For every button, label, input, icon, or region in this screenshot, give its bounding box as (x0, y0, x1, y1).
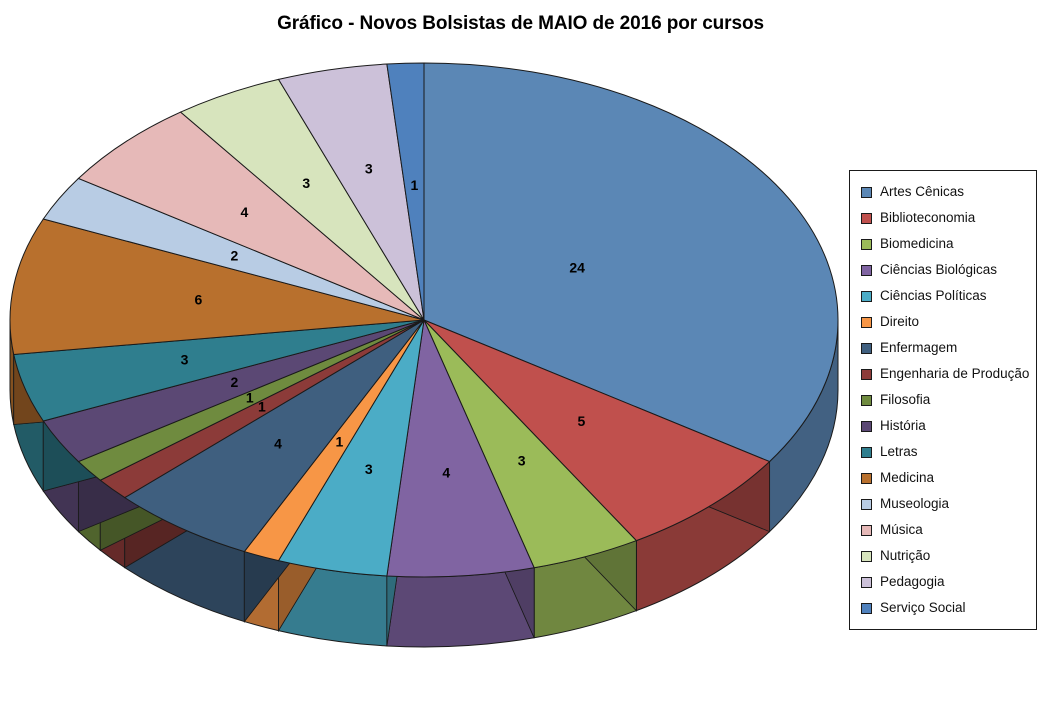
legend-item[interactable]: Ciências Biológicas (850, 257, 1036, 283)
pie-slice[interactable] (9, 218, 425, 356)
legend-item-label: História (880, 418, 926, 434)
legend-item-label: Música (880, 522, 923, 538)
pie-top-faces (9, 62, 839, 578)
pie-slice[interactable] (386, 62, 425, 321)
legend-color-swatch (861, 576, 872, 588)
pie-slice-value-label: 5 (577, 413, 585, 429)
legend-item-label: Artes Cênicas (880, 184, 965, 200)
legend-color-swatch (861, 368, 872, 380)
legend-color-swatch (861, 446, 872, 458)
legend-item[interactable]: Música (850, 517, 1036, 543)
legend-color-swatch (861, 238, 872, 250)
legend-item[interactable]: Artes Cênicas (850, 179, 1036, 205)
legend-item-label: Nutrição (880, 548, 931, 564)
pie-slice-value-label: 6 (194, 292, 202, 308)
legend-color-swatch (861, 212, 872, 224)
legend-item-label: Serviço Social (880, 600, 966, 616)
legend-color-swatch (861, 524, 872, 536)
legend-item[interactable]: Pedagogia (850, 569, 1036, 595)
legend-item[interactable]: Ciências Políticas (850, 283, 1036, 309)
legend-item[interactable]: Letras (850, 439, 1036, 465)
legend-item[interactable]: Serviço Social (850, 595, 1036, 621)
legend-item[interactable]: Filosofia (850, 387, 1036, 413)
legend-color-swatch (861, 394, 872, 406)
legend-item-label: Ciências Biológicas (880, 262, 998, 278)
pie-slice[interactable] (77, 111, 425, 321)
legend-item[interactable]: Direito (850, 309, 1036, 335)
legend-item[interactable]: Enfermagem (850, 335, 1036, 361)
pie-chart: 24 5 3 4 3 1 4 1 1 2 3 6 2 4 3 3 1 (0, 60, 850, 717)
legend-color-swatch (861, 498, 872, 510)
pie-slice-value-label: 3 (365, 160, 373, 176)
legend-color-swatch (861, 472, 872, 484)
pie-slice-value-label: 3 (365, 461, 373, 477)
pie-slice-value-label: 3 (518, 452, 526, 468)
chart-title: Gráfico - Novos Bolsistas de MAIO de 201… (277, 13, 764, 34)
legend-item[interactable]: Museologia (850, 491, 1036, 517)
legend-item-label: Medicina (880, 470, 935, 486)
pie-slice-value-label: 24 (569, 260, 585, 276)
pie-slice[interactable] (123, 319, 425, 553)
legend-color-swatch (861, 602, 872, 614)
legend-item[interactable]: Biblioteconomia (850, 205, 1036, 231)
legend-item[interactable]: Engenharia de Produção (850, 361, 1036, 387)
legend-item-label: Biomedicina (880, 236, 954, 252)
legend-item-label: Enfermagem (880, 340, 958, 356)
legend-item-label: Direito (880, 314, 920, 330)
legend-item-label: Pedagogia (880, 574, 945, 590)
pie-slice-value-label: 2 (231, 247, 239, 263)
legend-item[interactable]: Nutrição (850, 543, 1036, 569)
legend-item[interactable]: Biomedicina (850, 231, 1036, 257)
legend-color-swatch (861, 186, 872, 198)
legend-item[interactable]: Medicina (850, 465, 1036, 491)
pie-slice[interactable] (386, 318, 535, 578)
legend-item[interactable]: História (850, 413, 1036, 439)
legend-item-label: Letras (880, 444, 918, 460)
pie-slice-value-label: 3 (181, 352, 189, 368)
pie-slice-value-label: 4 (274, 435, 282, 451)
pie-slice-value-label: 4 (241, 204, 249, 220)
legend-color-swatch (861, 264, 872, 276)
legend-item-label: Museologia (880, 496, 950, 512)
pie-slice-value-label: 4 (442, 464, 450, 480)
legend-color-swatch (861, 420, 872, 432)
pie-slice-value-label: 1 (335, 434, 343, 450)
pie-slice-value-label: 1 (246, 389, 254, 405)
legend-color-swatch (861, 550, 872, 562)
chart-legend: Artes Cênicas Biblioteconomia Biomedicina C… (849, 170, 1037, 630)
legend-item-label: Biblioteconomia (880, 210, 976, 226)
legend-color-swatch (861, 342, 872, 354)
pie-slice-value-label: 1 (258, 399, 266, 415)
legend-item-label: Ciências Políticas (880, 288, 987, 304)
pie-slice-value-label: 2 (231, 374, 239, 390)
legend-color-swatch (861, 290, 872, 302)
legend-item-label: Engenharia de Produção (880, 366, 1030, 382)
pie-slice-value-label: 3 (302, 175, 310, 191)
pie-slice[interactable] (423, 319, 771, 542)
legend-item-label: Filosofia (880, 392, 931, 408)
pie-slice-value-label: 1 (410, 177, 418, 193)
legend-color-swatch (861, 316, 872, 328)
